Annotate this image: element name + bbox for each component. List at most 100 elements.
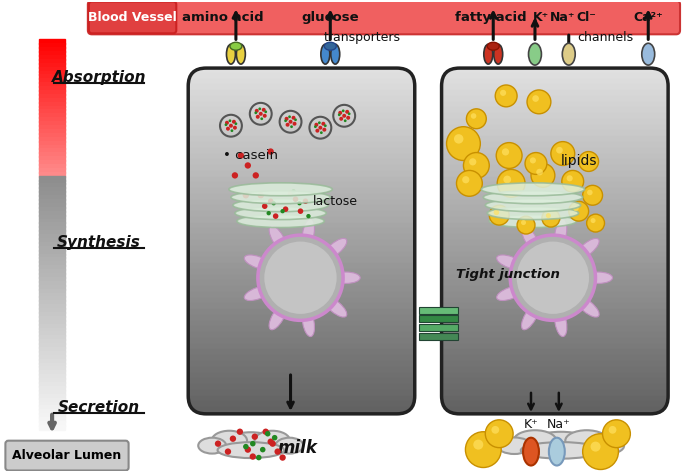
Bar xyxy=(39,47,65,52)
Bar xyxy=(39,269,65,274)
Circle shape xyxy=(494,210,499,215)
Bar xyxy=(39,109,65,114)
Bar xyxy=(39,156,65,161)
Bar xyxy=(188,344,414,350)
Circle shape xyxy=(280,209,285,213)
Bar xyxy=(39,117,65,122)
Bar xyxy=(39,39,65,44)
Bar xyxy=(39,390,65,394)
Ellipse shape xyxy=(224,432,277,455)
Bar xyxy=(39,215,65,219)
Circle shape xyxy=(229,124,233,128)
Ellipse shape xyxy=(324,238,347,259)
Circle shape xyxy=(306,214,310,219)
Circle shape xyxy=(254,112,257,114)
Circle shape xyxy=(262,108,266,112)
Text: K⁺: K⁺ xyxy=(523,418,538,431)
Bar xyxy=(419,307,458,314)
Bar xyxy=(442,171,668,177)
Circle shape xyxy=(233,126,237,130)
Ellipse shape xyxy=(521,442,601,459)
Ellipse shape xyxy=(233,199,328,211)
Circle shape xyxy=(266,211,271,215)
Bar xyxy=(39,180,65,184)
Bar xyxy=(442,378,668,385)
Bar xyxy=(39,160,65,165)
Circle shape xyxy=(288,120,292,124)
Circle shape xyxy=(320,131,323,134)
FancyBboxPatch shape xyxy=(5,441,129,471)
Circle shape xyxy=(489,205,509,225)
Bar xyxy=(419,324,458,332)
Bar xyxy=(39,265,65,270)
Bar xyxy=(442,234,668,241)
Bar xyxy=(39,94,65,99)
Ellipse shape xyxy=(218,442,284,458)
Circle shape xyxy=(242,192,249,199)
Bar xyxy=(39,363,65,368)
Ellipse shape xyxy=(529,432,593,455)
Circle shape xyxy=(469,158,476,166)
Ellipse shape xyxy=(198,438,226,454)
Circle shape xyxy=(258,107,261,110)
Bar xyxy=(39,332,65,336)
Bar xyxy=(188,79,414,86)
Circle shape xyxy=(284,117,288,121)
Bar xyxy=(442,401,668,408)
Bar xyxy=(188,373,414,379)
Bar xyxy=(39,343,65,348)
Bar xyxy=(39,102,65,106)
Bar xyxy=(442,107,668,114)
Bar xyxy=(39,386,65,391)
Bar xyxy=(39,79,65,83)
Circle shape xyxy=(279,455,286,461)
Bar xyxy=(188,298,414,304)
Ellipse shape xyxy=(245,286,271,300)
Bar xyxy=(188,407,414,414)
Bar xyxy=(188,194,414,201)
Ellipse shape xyxy=(324,297,347,317)
Bar xyxy=(188,315,414,322)
Circle shape xyxy=(348,113,351,115)
Bar xyxy=(442,142,668,149)
Bar xyxy=(39,195,65,200)
Bar xyxy=(188,200,414,206)
Bar xyxy=(39,320,65,324)
Text: milk: milk xyxy=(277,438,317,456)
Bar xyxy=(442,269,668,276)
Ellipse shape xyxy=(487,207,579,219)
Bar xyxy=(188,355,414,362)
Bar xyxy=(39,398,65,403)
Bar xyxy=(419,333,458,341)
Bar xyxy=(188,136,414,143)
Circle shape xyxy=(525,153,547,175)
Circle shape xyxy=(496,142,522,168)
Bar xyxy=(442,263,668,270)
Circle shape xyxy=(590,442,601,452)
Bar xyxy=(188,292,414,298)
Bar xyxy=(442,280,668,287)
Circle shape xyxy=(286,123,290,127)
Ellipse shape xyxy=(516,242,589,314)
Ellipse shape xyxy=(510,235,595,320)
Bar xyxy=(188,257,414,264)
Ellipse shape xyxy=(229,183,332,196)
Bar xyxy=(442,303,668,310)
Circle shape xyxy=(294,118,297,121)
Ellipse shape xyxy=(497,286,523,300)
Circle shape xyxy=(587,190,593,195)
Text: Ca²⁺: Ca²⁺ xyxy=(634,11,663,24)
Circle shape xyxy=(273,213,278,219)
Circle shape xyxy=(466,109,486,129)
Bar xyxy=(442,332,668,339)
Bar xyxy=(442,211,668,218)
Circle shape xyxy=(255,109,259,113)
Bar xyxy=(188,338,414,345)
Bar xyxy=(442,90,668,97)
Bar xyxy=(188,217,414,224)
Circle shape xyxy=(283,206,288,212)
Circle shape xyxy=(556,147,563,154)
Bar xyxy=(188,148,414,155)
Ellipse shape xyxy=(562,43,575,65)
Circle shape xyxy=(318,122,321,124)
